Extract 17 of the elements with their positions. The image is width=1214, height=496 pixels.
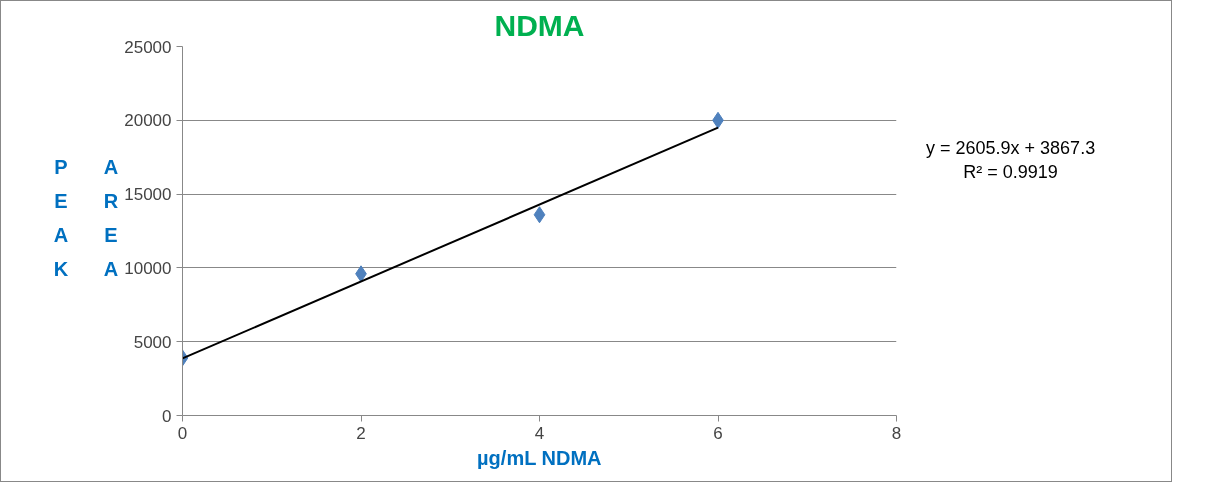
x-tick-label: 2 <box>356 423 366 443</box>
chart-title: NDMA <box>494 8 585 42</box>
text: R² = 0.9919 <box>963 162 1058 182</box>
y-tick-label: 20000 <box>124 111 172 131</box>
x-axis-title: µg/mL NDMA <box>477 446 602 469</box>
x-tick-label: 0 <box>177 423 188 443</box>
text: PEAK AREA <box>50 156 122 292</box>
y-tick-label: 5000 <box>133 332 172 352</box>
x-tick-label: 8 <box>891 423 902 443</box>
y-tick-label: 15000 <box>124 185 172 205</box>
x-tick-label: 4 <box>534 423 545 443</box>
point <box>533 206 546 224</box>
text: y = 2605.9x + 3867.3 <box>926 138 1096 158</box>
y-tick-label: 25000 <box>124 37 172 57</box>
x-tick-label: 6 <box>713 423 723 443</box>
y-tick-label: 0 <box>162 406 172 426</box>
y-tick-label: 10000 <box>124 258 172 278</box>
